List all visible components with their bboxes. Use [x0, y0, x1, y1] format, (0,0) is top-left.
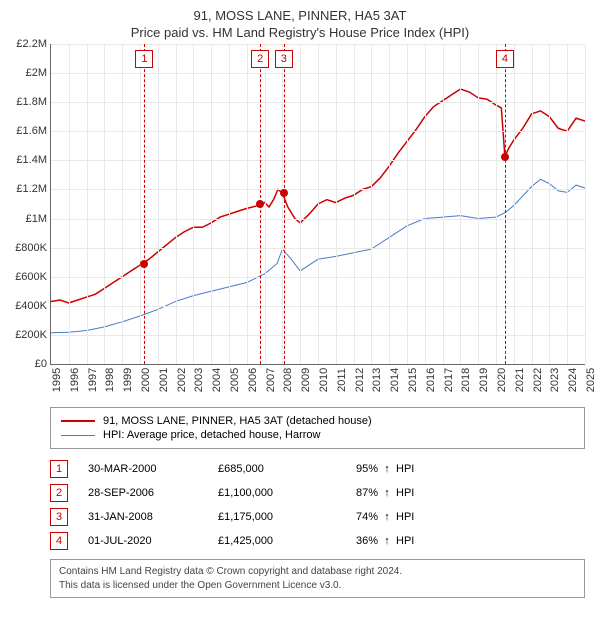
- event-marker: 2: [50, 484, 68, 502]
- event-price: £1,175,000: [218, 511, 328, 523]
- event-pct: 36%: [328, 535, 378, 547]
- chart-subtitle: Price paid vs. HM Land Registry's House …: [0, 25, 600, 40]
- event-row: 2 28-SEP-2006 £1,100,000 87% ↑ HPI: [50, 481, 585, 505]
- y-axis-label: £1.4M: [16, 154, 47, 166]
- event-price: £1,425,000: [218, 535, 328, 547]
- event-point: [501, 153, 509, 161]
- event-row: 3 31-JAN-2008 £1,175,000 74% ↑ HPI: [50, 505, 585, 529]
- attribution-footer: Contains HM Land Registry data © Crown c…: [50, 559, 585, 598]
- chart-legend: 91, MOSS LANE, PINNER, HA5 3AT (detached…: [50, 407, 585, 449]
- event-ref: HPI: [396, 463, 414, 475]
- event-marker: 4: [50, 532, 68, 550]
- event-marker-1: 1: [135, 50, 153, 68]
- up-arrow-icon: ↑: [378, 487, 396, 499]
- up-arrow-icon: ↑: [378, 511, 396, 523]
- legend-item: 91, MOSS LANE, PINNER, HA5 3AT (detached…: [61, 414, 574, 428]
- event-ref: HPI: [396, 511, 414, 523]
- y-axis-label: £1M: [26, 213, 47, 225]
- event-date: 28-SEP-2006: [88, 487, 218, 499]
- x-axis-label: 2025: [573, 368, 597, 392]
- event-date: 31-JAN-2008: [88, 511, 218, 523]
- event-marker-2: 2: [251, 50, 269, 68]
- event-row: 4 01-JUL-2020 £1,425,000 36% ↑ HPI: [50, 529, 585, 553]
- event-marker-4: 4: [496, 50, 514, 68]
- legend-label: 91, MOSS LANE, PINNER, HA5 3AT (detached…: [103, 415, 372, 427]
- event-point: [140, 260, 148, 268]
- event-pct: 74%: [328, 511, 378, 523]
- y-axis-label: £1.8M: [16, 96, 47, 108]
- price-chart: £0£200K£400K£600K£800K£1M£1.2M£1.4M£1.6M…: [50, 44, 585, 365]
- legend-label: HPI: Average price, detached house, Harr…: [103, 429, 320, 441]
- chart-title: 91, MOSS LANE, PINNER, HA5 3AT: [0, 8, 600, 23]
- event-date: 01-JUL-2020: [88, 535, 218, 547]
- y-axis-label: £1.2M: [16, 183, 47, 195]
- event-marker-3: 3: [275, 50, 293, 68]
- y-axis-label: £200K: [15, 329, 47, 341]
- legend-swatch: [61, 435, 95, 436]
- up-arrow-icon: ↑: [378, 535, 396, 547]
- y-axis-label: £1.6M: [16, 125, 47, 137]
- event-price: £685,000: [218, 463, 328, 475]
- footer-line: Contains HM Land Registry data © Crown c…: [59, 565, 576, 579]
- y-axis-label: £800K: [15, 242, 47, 254]
- event-ref: HPI: [396, 487, 414, 499]
- event-point: [280, 189, 288, 197]
- event-marker: 3: [50, 508, 68, 526]
- y-axis-label: £600K: [15, 271, 47, 283]
- event-price: £1,100,000: [218, 487, 328, 499]
- event-row: 1 30-MAR-2000 £685,000 95% ↑ HPI: [50, 457, 585, 481]
- event-marker: 1: [50, 460, 68, 478]
- legend-swatch: [61, 420, 95, 422]
- y-axis-label: £2M: [26, 67, 47, 79]
- up-arrow-icon: ↑: [378, 463, 396, 475]
- chart-header: 91, MOSS LANE, PINNER, HA5 3AT Price pai…: [0, 0, 600, 44]
- event-date: 30-MAR-2000: [88, 463, 218, 475]
- legend-item: HPI: Average price, detached house, Harr…: [61, 428, 574, 442]
- events-table: 1 30-MAR-2000 £685,000 95% ↑ HPI 2 28-SE…: [50, 457, 585, 553]
- footer-line: This data is licensed under the Open Gov…: [59, 579, 576, 593]
- event-point: [256, 200, 264, 208]
- event-ref: HPI: [396, 535, 414, 547]
- y-axis-label: £2.2M: [16, 38, 47, 50]
- event-pct: 87%: [328, 487, 378, 499]
- y-axis-label: £400K: [15, 300, 47, 312]
- event-pct: 95%: [328, 463, 378, 475]
